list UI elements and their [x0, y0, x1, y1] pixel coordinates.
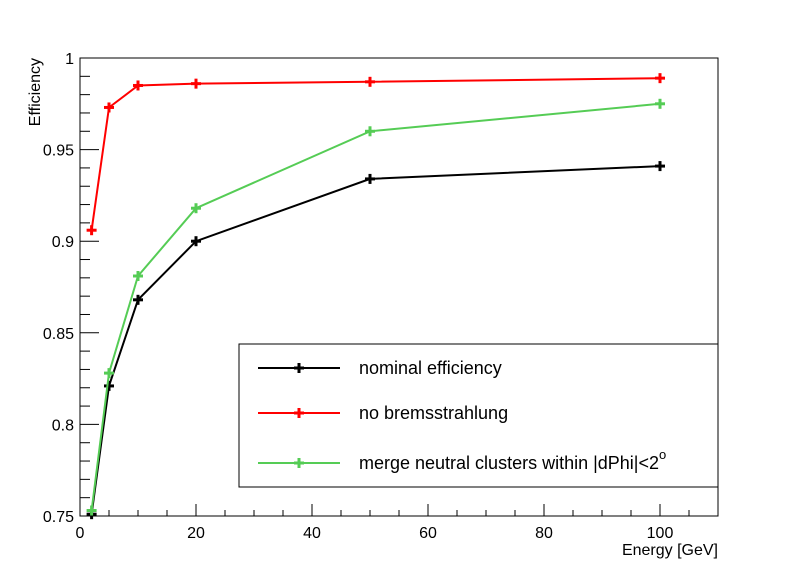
y-tick-label: 0.9 — [52, 234, 74, 251]
data-point — [86, 505, 97, 516]
series-line — [90, 165, 661, 515]
x-tick-label: 0 — [76, 525, 85, 542]
data-point — [104, 380, 114, 391]
data-point — [365, 173, 375, 184]
data-point — [104, 102, 114, 113]
series-2 — [86, 98, 665, 516]
y-axis-ticks: 0.75 0.8 0.85 0.9 0.95 1 — [43, 51, 99, 526]
data-point — [133, 271, 143, 282]
legend-label: nominal efficiency — [359, 358, 502, 378]
series-1 — [86, 73, 665, 236]
data-point — [191, 203, 201, 214]
x-tick-label: 80 — [535, 525, 553, 542]
data-point — [191, 236, 201, 247]
legend-marker — [294, 363, 304, 373]
data-point — [655, 98, 665, 109]
data-point — [191, 78, 201, 89]
data-point — [133, 80, 143, 91]
series-line — [90, 77, 661, 231]
data-point — [365, 76, 375, 87]
y-tick-label: 0.85 — [43, 326, 74, 343]
data-point — [655, 73, 665, 84]
series-line — [90, 102, 661, 511]
data-point — [365, 126, 375, 137]
data-point — [86, 225, 97, 236]
data-point — [104, 368, 114, 379]
x-tick-label: 40 — [303, 525, 321, 542]
x-tick-label: 60 — [419, 525, 437, 542]
legend-label: no bremsstrahlung — [359, 403, 508, 423]
series-0 — [86, 161, 665, 520]
x-axis-title: Energy [GeV] — [622, 542, 718, 559]
legend-marker — [294, 458, 304, 468]
y-axis-title: Efficiency — [27, 58, 44, 126]
series-layer — [86, 73, 665, 520]
y-tick-label: 0.95 — [43, 143, 74, 160]
data-point — [133, 294, 143, 305]
legend-entry-1: no bremsstrahlung — [258, 403, 508, 423]
x-tick-label: 100 — [647, 525, 674, 542]
y-tick-label: 1 — [65, 51, 74, 68]
x-tick-label: 20 — [187, 525, 205, 542]
legend-entry-0: nominal efficiency — [258, 358, 502, 378]
y-tick-label: 0.8 — [52, 417, 74, 434]
data-point — [655, 161, 665, 172]
x-axis-ticks: 0 20 40 60 80 100 — [76, 504, 719, 542]
legend-marker — [294, 408, 304, 418]
y-tick-label: 0.75 — [43, 509, 74, 526]
